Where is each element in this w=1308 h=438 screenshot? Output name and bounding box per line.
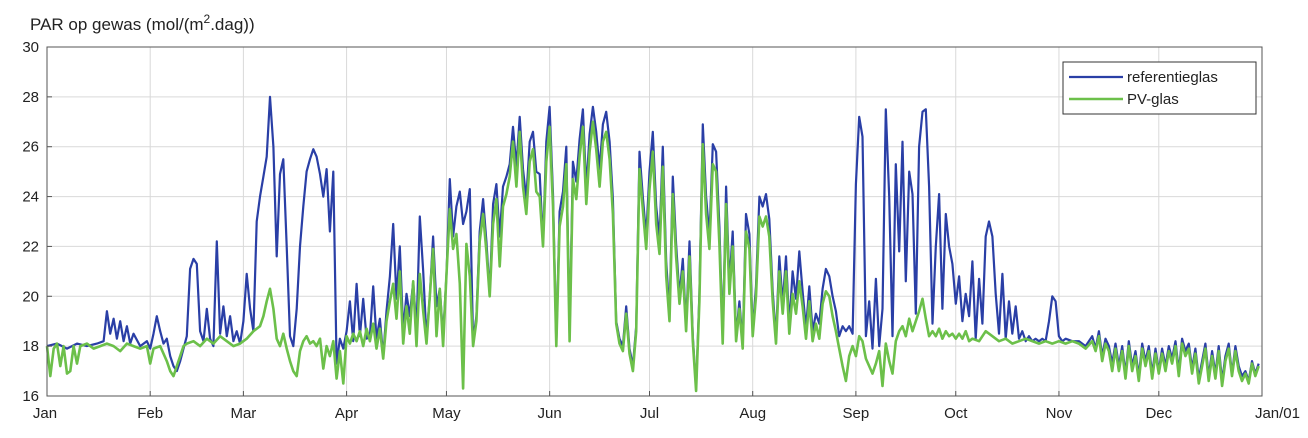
legend-label: PV-glas <box>1127 91 1179 108</box>
y-tick-label: 26 <box>22 139 39 156</box>
series-line-referentieglas <box>46 95 1260 390</box>
x-tick-label: Jan <box>33 405 57 422</box>
plot-frame <box>46 46 1263 397</box>
chart-title-tail: .dag)) <box>210 15 254 34</box>
x-tick-label: Dec <box>1145 405 1172 422</box>
x-tick-label: Sep <box>843 405 870 422</box>
grid-lines <box>46 46 1263 397</box>
y-tick-label: 16 <box>22 388 39 405</box>
x-tick-label: Mar <box>230 405 256 422</box>
x-tick-label: May <box>432 405 461 422</box>
chart-title-superscript: 2 <box>204 12 211 26</box>
y-tick-label: 20 <box>22 288 39 305</box>
x-tick-label: Nov <box>1046 405 1073 422</box>
series-lines <box>45 95 1260 393</box>
x-tick-label: Apr <box>335 405 358 422</box>
y-tick-label: 28 <box>22 89 39 106</box>
legend-label: referentieglas <box>1127 69 1218 86</box>
x-tick-label: Feb <box>137 405 163 422</box>
series-line-pv-glas <box>45 120 1260 393</box>
y-tick-label: 22 <box>22 238 39 255</box>
x-tick-label: Jul <box>640 405 659 422</box>
y-tick-label: 18 <box>22 338 39 355</box>
y-tick-label: 30 <box>22 39 39 56</box>
y-tick-label: 24 <box>22 189 39 206</box>
legend-box <box>1062 61 1257 115</box>
axis-ticks: 16 18 20 22 24 26 28 30 Jan Feb Mar Apr May Jun Jul Aug… <box>22 39 1300 422</box>
x-tick-label: Jan/01 <box>1255 405 1300 422</box>
x-tick-label: Oct <box>944 405 968 422</box>
chart-title: PAR op gewas (mol/(m2.dag)) <box>30 12 255 34</box>
x-tick-label: Aug <box>739 405 766 422</box>
legend: referentieglas PV-glas <box>1062 61 1257 115</box>
x-tick-label: Jun <box>538 405 562 422</box>
